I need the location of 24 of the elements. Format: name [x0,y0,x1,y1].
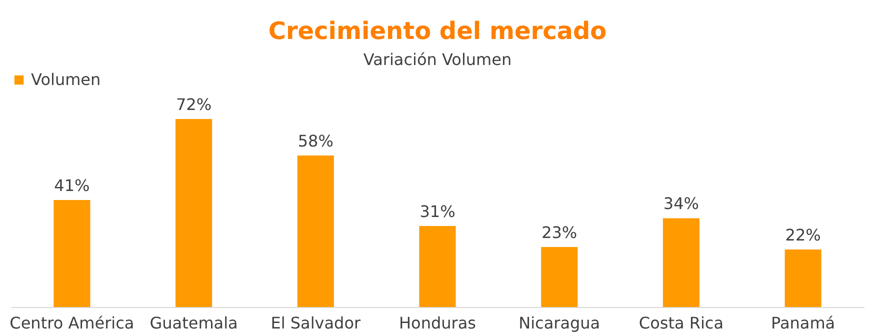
bar [541,246,578,307]
chart-subtitle: Variación Volumen [363,50,512,69]
data-label: 58% [298,132,334,151]
bar [176,119,212,307]
x-tick-label: El Salvador [270,314,361,332]
x-tick-label: Panamá [771,314,836,332]
x-tick-label: Centro América [10,314,134,332]
chart-title: Crecimiento del mercado [268,17,607,45]
bar [54,200,90,307]
data-label: 22% [785,226,821,245]
data-label: 23% [542,222,578,242]
legend-label: Volumen [31,70,101,89]
data-label: 72% [176,95,212,114]
x-tick-label: Nicaragua [518,314,600,332]
bar [662,218,700,307]
data-label: 41% [54,176,90,195]
x-tick-label: Costa Rica [638,314,724,332]
bar [784,250,822,307]
data-label: 31% [420,202,456,222]
x-tick-label: Guatemala [150,314,238,332]
x-tick-label: Honduras [399,314,476,332]
bar [297,156,334,307]
data-label: 34% [663,194,699,214]
bar [419,226,456,307]
